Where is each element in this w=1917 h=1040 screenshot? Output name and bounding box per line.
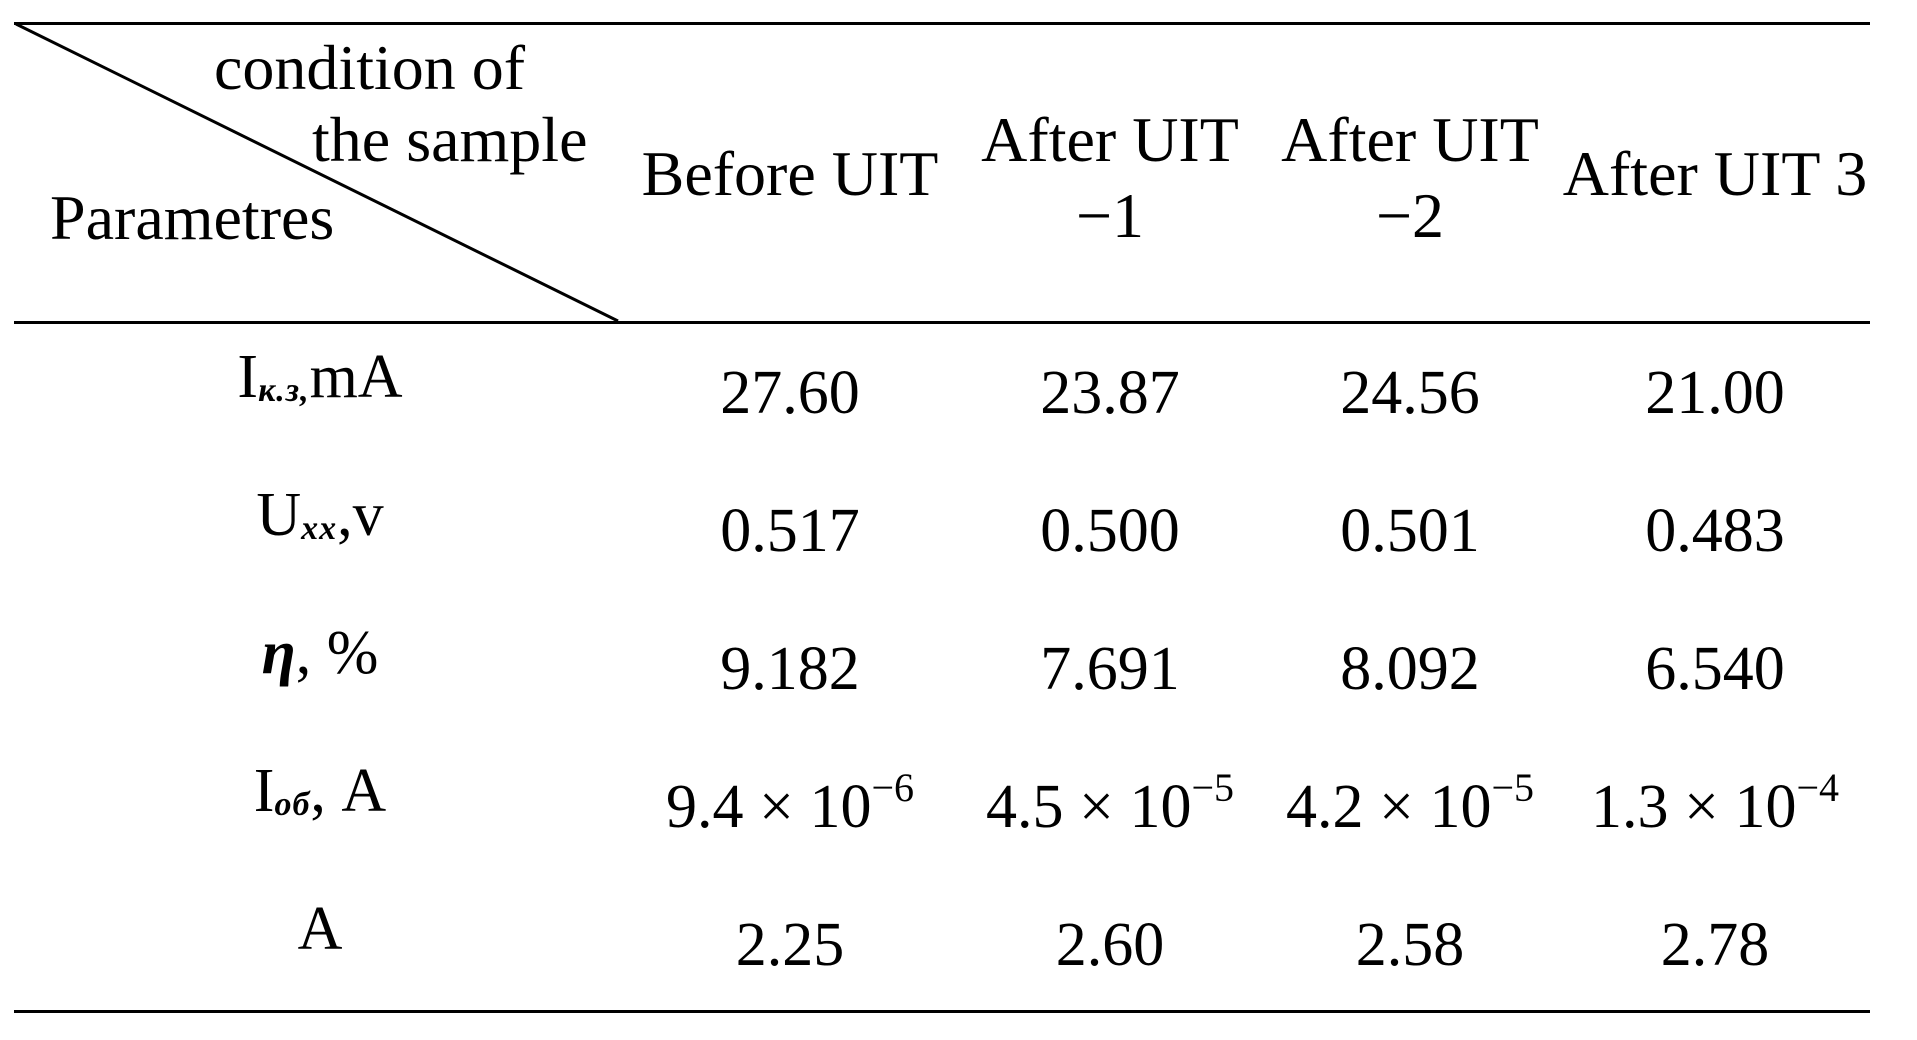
table-cell: 2.78 <box>1660 911 1770 979</box>
table-cell: 0.517 <box>720 497 860 565</box>
bottom-rule <box>14 1010 1870 1013</box>
table-cell: 2.25 <box>735 911 845 979</box>
table-cell: 9.182 <box>720 635 860 703</box>
header-rule <box>14 321 1870 324</box>
row-label-efficiency: η, % <box>261 619 379 687</box>
table-cell: 9.4 × 10−6 <box>665 765 915 841</box>
table-cell: 21.00 <box>1645 359 1785 427</box>
corner-diagonal-line <box>15 22 619 323</box>
table-cell: 2.60 <box>1055 911 1165 979</box>
table-cell: 24.56 <box>1340 359 1480 427</box>
table-cell: 0.500 <box>1040 497 1180 565</box>
column-header-after-uit-1: After UIT −1 <box>981 104 1239 251</box>
table-cell: 2.58 <box>1355 911 1465 979</box>
row-label-short-circuit-current: Iк.з,mA <box>237 343 403 411</box>
row-label-open-circuit-voltage: Uxx,v <box>256 481 384 549</box>
column-header-after-uit-2: After UIT −2 <box>1281 104 1539 251</box>
table-cell: 0.501 <box>1340 497 1480 565</box>
row-label-ideality-factor: A <box>297 895 343 963</box>
corner-header-top-line2: the sample <box>312 104 588 175</box>
column-header-before-uit: Before UIT <box>641 138 939 209</box>
column-header-after-uit-3: After UIT 3 <box>1562 138 1868 209</box>
table-cell: 7.691 <box>1040 635 1180 703</box>
table-cell: 1.3 × 10−4 <box>1590 765 1840 841</box>
table-cell: 6.540 <box>1645 635 1785 703</box>
table-cell: 4.2 × 10−5 <box>1285 765 1535 841</box>
corner-header-bottom: Parametres <box>50 182 335 253</box>
top-rule <box>14 22 1870 25</box>
table-cell: 0.483 <box>1645 497 1785 565</box>
table-cell: 4.5 × 10−5 <box>985 765 1235 841</box>
corner-header-top-line1: condition of <box>214 32 526 103</box>
table-cell: 23.87 <box>1040 359 1180 427</box>
table-cell: 27.60 <box>720 359 860 427</box>
row-label-reverse-current: Iоб, A <box>253 757 387 825</box>
table-cell: 8.092 <box>1340 635 1480 703</box>
